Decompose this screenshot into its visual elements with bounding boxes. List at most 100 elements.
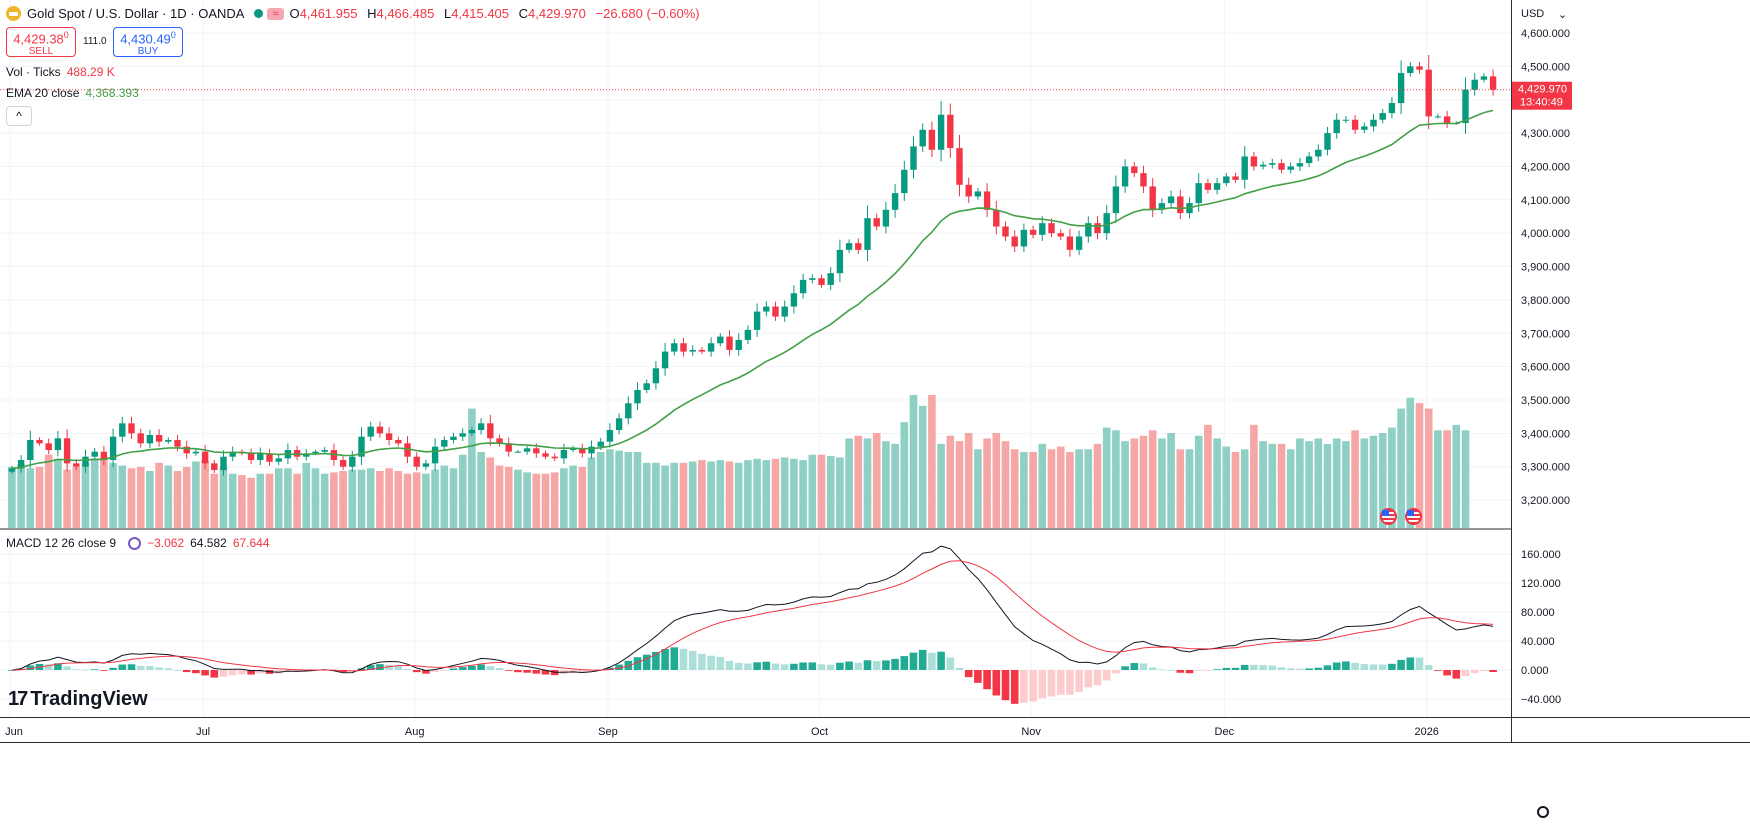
candle-body [947, 114, 954, 149]
candle-body [523, 448, 531, 452]
macd-hist-bar [1305, 668, 1313, 670]
sell-button[interactable]: 4,429.380 SELL [6, 27, 76, 57]
price-axis[interactable]: 4,600.0004,500.0004,400.0004,300.0004,20… [1521, 28, 1570, 507]
macd-tick-label: 160.000 [1521, 549, 1561, 561]
price-tick-label: 4,000.000 [1521, 228, 1570, 240]
volume-bar [790, 458, 798, 528]
candle-body [293, 450, 301, 457]
macd-hist-bar [753, 662, 761, 670]
macd-legend[interactable]: MACD 12 26 close 9 −3.062 64.582 67.644 [6, 536, 270, 550]
volume-bar [403, 473, 412, 528]
ema-indicator-value: 4,368.393 [85, 86, 139, 100]
volume-bar [1029, 452, 1037, 528]
collapse-legend-button[interactable]: ^ [6, 106, 32, 126]
macd-hist-bar [836, 662, 844, 670]
macd-hist-bar [541, 670, 550, 675]
volume-bar [54, 458, 62, 528]
volume-bar [845, 438, 853, 528]
price-tick-label: 3,800.000 [1521, 295, 1570, 307]
us-flag-event-icon-2[interactable] [1405, 508, 1422, 525]
macd-tick-label: 0.000 [1521, 665, 1549, 677]
us-flag-event-icon[interactable] [1380, 508, 1397, 525]
macd-hist-bar [164, 668, 173, 670]
change-value: −26.680 (−0.60%) [595, 6, 700, 21]
volume-bar [1222, 446, 1231, 528]
macd-hist-bar [1075, 670, 1083, 692]
wave-badge[interactable]: ≈ [267, 7, 284, 20]
volume-bar [817, 454, 826, 528]
macd-hist-bar [826, 664, 835, 670]
volume-bar [201, 460, 209, 528]
volume-legend[interactable]: Vol · Ticks 488.29 K [6, 65, 115, 79]
volume-bar [81, 462, 90, 528]
volume-bar [164, 465, 173, 528]
ema-legend[interactable]: EMA 20 close 4,368.393 [6, 86, 139, 100]
macd-hist-bar [799, 662, 807, 670]
volume-bar [394, 471, 403, 528]
countdown-text: 13:40:49 [1520, 97, 1563, 109]
macd-hist-bar [698, 653, 706, 670]
candle-body [1269, 163, 1276, 165]
time-tick-label: Oct [811, 726, 828, 738]
candle-body [1305, 156, 1313, 164]
candle-body [376, 426, 384, 434]
candle-body [1287, 166, 1294, 170]
volume-bar [1194, 435, 1203, 528]
volume-bar [707, 461, 715, 528]
volume-bar [1066, 452, 1074, 528]
macd-hist-bar [1388, 663, 1396, 670]
chevron-down-icon[interactable]: ⌄ [1558, 9, 1568, 21]
macd-axis[interactable]: 160.000 120.000 80.000 40.000 0.000 −40.000 [1521, 549, 1561, 706]
volume-bar [1378, 433, 1387, 528]
currency-label[interactable]: USD [1521, 8, 1545, 20]
volume-bar [219, 466, 228, 528]
open-value: 4,461.955 [299, 6, 358, 21]
candle-body [1443, 116, 1451, 124]
volume-bar [900, 422, 909, 528]
macd-tick-label: −40.000 [1521, 694, 1561, 706]
macd-tick-label: 120.000 [1521, 578, 1561, 590]
volume-bar [642, 462, 651, 528]
tradingview-logo[interactable]: 17 TradingView [8, 688, 148, 711]
candle-body [100, 451, 108, 461]
volume-bar [136, 466, 145, 528]
volume-bar [1351, 430, 1359, 528]
candle-body [257, 453, 264, 461]
macd-hist-bar [127, 664, 136, 670]
symbol-title[interactable]: Gold Spot / U.S. Dollar · 1D · OANDA [27, 6, 245, 21]
candle-body [1039, 223, 1046, 235]
volume-bar [955, 441, 964, 528]
time-axis[interactable]: Jun Jul Aug Sep Oct Nov Dec 2026 [5, 726, 1439, 738]
macd-hist-bar [1250, 664, 1258, 670]
candle-body [505, 443, 512, 452]
macd-hist-bar [1360, 664, 1369, 670]
volume-bar [532, 473, 541, 528]
volume-bar [762, 460, 771, 528]
volume-bar [1167, 433, 1175, 528]
macd-hist-bar [1378, 664, 1387, 670]
macd-hist-bar [670, 647, 679, 670]
candle-body [1149, 186, 1156, 210]
gear-icon[interactable] [1537, 806, 1549, 818]
volume-bar [155, 462, 163, 528]
macd-hist-bar [771, 663, 780, 670]
buy-button[interactable]: 4,430.490 BUY [113, 27, 183, 57]
volume-bar [587, 457, 596, 528]
volume-bar [1176, 449, 1185, 528]
volume-bar [422, 473, 430, 528]
candle-body [1241, 156, 1248, 180]
volume-bar [256, 473, 265, 528]
candle-body [1379, 113, 1386, 120]
candle-body [211, 463, 218, 471]
candle-body [1103, 213, 1110, 234]
volume-bar [1020, 452, 1028, 528]
candle-body [201, 451, 209, 464]
volume-bar [578, 466, 587, 528]
volume-bar [1268, 443, 1277, 528]
macd-hist-bar [1342, 661, 1350, 670]
volume-bar [477, 452, 485, 528]
volume-bar [1250, 424, 1258, 528]
macd-hist-bar [431, 670, 439, 673]
time-tick-label: Sep [598, 726, 618, 738]
